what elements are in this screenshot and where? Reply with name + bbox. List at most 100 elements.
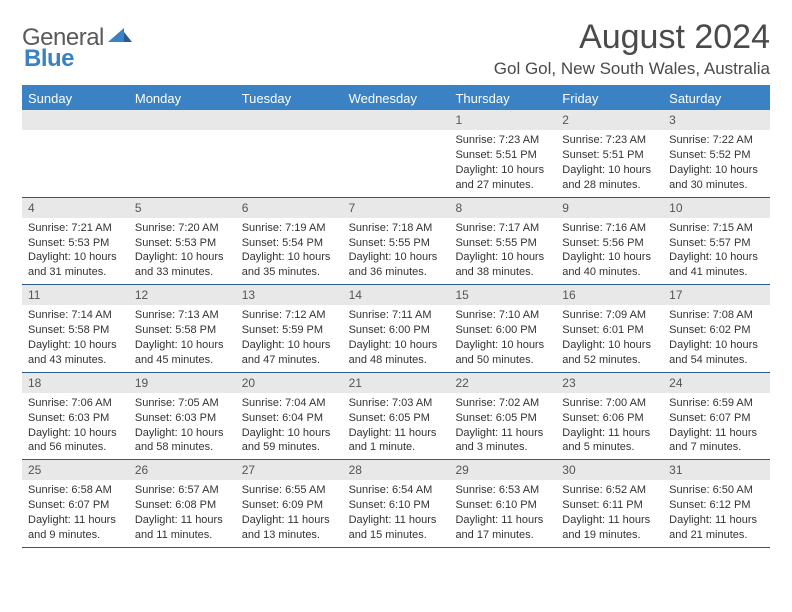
day-number: 21	[343, 373, 450, 393]
calendar-day	[236, 110, 343, 197]
calendar-day: 8Sunrise: 7:17 AMSunset: 5:55 PMDaylight…	[449, 198, 556, 285]
sunset-line: Sunset: 6:12 PM	[669, 498, 764, 513]
daylight-line: Daylight: 10 hours and 54 minutes.	[669, 338, 764, 368]
day-number: 2	[556, 110, 663, 130]
calendar-day: 12Sunrise: 7:13 AMSunset: 5:58 PMDayligh…	[129, 285, 236, 372]
calendar-day: 18Sunrise: 7:06 AMSunset: 6:03 PMDayligh…	[22, 373, 129, 460]
calendar-day: 19Sunrise: 7:05 AMSunset: 6:03 PMDayligh…	[129, 373, 236, 460]
day-header: Tuesday	[236, 87, 343, 110]
day-number	[343, 110, 450, 130]
daylight-line: Daylight: 10 hours and 41 minutes.	[669, 250, 764, 280]
day-number: 18	[22, 373, 129, 393]
daylight-line: Daylight: 10 hours and 27 minutes.	[455, 163, 550, 193]
sunrise-line: Sunrise: 7:13 AM	[135, 308, 230, 323]
day-info: Sunrise: 7:17 AMSunset: 5:55 PMDaylight:…	[449, 218, 556, 284]
sunrise-line: Sunrise: 6:55 AM	[242, 483, 337, 498]
day-header: Saturday	[663, 87, 770, 110]
daylight-line: Daylight: 11 hours and 7 minutes.	[669, 426, 764, 456]
day-info: Sunrise: 7:10 AMSunset: 6:00 PMDaylight:…	[449, 305, 556, 371]
title-block: August 2024 Gol Gol, New South Wales, Au…	[494, 18, 770, 79]
sunrise-line: Sunrise: 7:23 AM	[455, 133, 550, 148]
month-title: August 2024	[494, 18, 770, 57]
day-info: Sunrise: 6:52 AMSunset: 6:11 PMDaylight:…	[556, 480, 663, 546]
day-info: Sunrise: 7:11 AMSunset: 6:00 PMDaylight:…	[343, 305, 450, 371]
day-header: Monday	[129, 87, 236, 110]
day-header: Wednesday	[343, 87, 450, 110]
daylight-line: Daylight: 11 hours and 21 minutes.	[669, 513, 764, 543]
sunset-line: Sunset: 6:04 PM	[242, 411, 337, 426]
sunrise-line: Sunrise: 6:54 AM	[349, 483, 444, 498]
day-info: Sunrise: 7:13 AMSunset: 5:58 PMDaylight:…	[129, 305, 236, 371]
day-number: 28	[343, 460, 450, 480]
day-number: 23	[556, 373, 663, 393]
daylight-line: Daylight: 10 hours and 40 minutes.	[562, 250, 657, 280]
logo-icon	[108, 26, 134, 51]
sunset-line: Sunset: 6:05 PM	[349, 411, 444, 426]
sunset-line: Sunset: 5:53 PM	[28, 236, 123, 251]
daylight-line: Daylight: 10 hours and 45 minutes.	[135, 338, 230, 368]
sunrise-line: Sunrise: 7:02 AM	[455, 396, 550, 411]
day-number: 11	[22, 285, 129, 305]
logo-text-b: Blue	[24, 45, 74, 72]
sunrise-line: Sunrise: 7:11 AM	[349, 308, 444, 323]
day-number: 27	[236, 460, 343, 480]
day-info: Sunrise: 6:59 AMSunset: 6:07 PMDaylight:…	[663, 393, 770, 459]
day-info: Sunrise: 6:58 AMSunset: 6:07 PMDaylight:…	[22, 480, 129, 546]
sunset-line: Sunset: 6:03 PM	[135, 411, 230, 426]
daylight-line: Daylight: 10 hours and 33 minutes.	[135, 250, 230, 280]
sunset-line: Sunset: 6:09 PM	[242, 498, 337, 513]
day-info: Sunrise: 7:20 AMSunset: 5:53 PMDaylight:…	[129, 218, 236, 284]
calendar-day: 28Sunrise: 6:54 AMSunset: 6:10 PMDayligh…	[343, 460, 450, 547]
daylight-line: Daylight: 11 hours and 5 minutes.	[562, 426, 657, 456]
day-number	[129, 110, 236, 130]
daylight-line: Daylight: 10 hours and 56 minutes.	[28, 426, 123, 456]
sunrise-line: Sunrise: 7:17 AM	[455, 221, 550, 236]
daylight-line: Daylight: 10 hours and 48 minutes.	[349, 338, 444, 368]
sunrise-line: Sunrise: 7:14 AM	[28, 308, 123, 323]
sunrise-line: Sunrise: 7:15 AM	[669, 221, 764, 236]
sunset-line: Sunset: 5:59 PM	[242, 323, 337, 338]
sunrise-line: Sunrise: 7:20 AM	[135, 221, 230, 236]
calendar-day: 30Sunrise: 6:52 AMSunset: 6:11 PMDayligh…	[556, 460, 663, 547]
sunset-line: Sunset: 6:08 PM	[135, 498, 230, 513]
day-info: Sunrise: 7:22 AMSunset: 5:52 PMDaylight:…	[663, 130, 770, 196]
calendar-day	[22, 110, 129, 197]
day-number: 26	[129, 460, 236, 480]
day-info: Sunrise: 7:14 AMSunset: 5:58 PMDaylight:…	[22, 305, 129, 371]
day-info: Sunrise: 6:53 AMSunset: 6:10 PMDaylight:…	[449, 480, 556, 546]
day-info: Sunrise: 6:57 AMSunset: 6:08 PMDaylight:…	[129, 480, 236, 546]
sunrise-line: Sunrise: 6:52 AM	[562, 483, 657, 498]
daylight-line: Daylight: 11 hours and 3 minutes.	[455, 426, 550, 456]
calendar-day: 9Sunrise: 7:16 AMSunset: 5:56 PMDaylight…	[556, 198, 663, 285]
sunset-line: Sunset: 5:55 PM	[455, 236, 550, 251]
day-info: Sunrise: 7:08 AMSunset: 6:02 PMDaylight:…	[663, 305, 770, 371]
sunset-line: Sunset: 5:58 PM	[28, 323, 123, 338]
sunrise-line: Sunrise: 7:08 AM	[669, 308, 764, 323]
day-info: Sunrise: 7:23 AMSunset: 5:51 PMDaylight:…	[556, 130, 663, 196]
sunrise-line: Sunrise: 7:23 AM	[562, 133, 657, 148]
daylight-line: Daylight: 10 hours and 43 minutes.	[28, 338, 123, 368]
daylight-line: Daylight: 10 hours and 30 minutes.	[669, 163, 764, 193]
sunset-line: Sunset: 6:07 PM	[28, 498, 123, 513]
day-number: 14	[343, 285, 450, 305]
calendar-day	[343, 110, 450, 197]
calendar-day: 2Sunrise: 7:23 AMSunset: 5:51 PMDaylight…	[556, 110, 663, 197]
day-number: 24	[663, 373, 770, 393]
daylight-line: Daylight: 11 hours and 19 minutes.	[562, 513, 657, 543]
day-number: 17	[663, 285, 770, 305]
calendar-day: 16Sunrise: 7:09 AMSunset: 6:01 PMDayligh…	[556, 285, 663, 372]
day-number: 30	[556, 460, 663, 480]
sunset-line: Sunset: 6:00 PM	[455, 323, 550, 338]
day-number	[22, 110, 129, 130]
day-info: Sunrise: 7:06 AMSunset: 6:03 PMDaylight:…	[22, 393, 129, 459]
daylight-line: Daylight: 11 hours and 17 minutes.	[455, 513, 550, 543]
calendar-day: 3Sunrise: 7:22 AMSunset: 5:52 PMDaylight…	[663, 110, 770, 197]
sunrise-line: Sunrise: 7:22 AM	[669, 133, 764, 148]
sunset-line: Sunset: 5:54 PM	[242, 236, 337, 251]
calendar-day: 23Sunrise: 7:00 AMSunset: 6:06 PMDayligh…	[556, 373, 663, 460]
sunrise-line: Sunrise: 7:03 AM	[349, 396, 444, 411]
day-number: 25	[22, 460, 129, 480]
calendar-day: 27Sunrise: 6:55 AMSunset: 6:09 PMDayligh…	[236, 460, 343, 547]
daylight-line: Daylight: 10 hours and 50 minutes.	[455, 338, 550, 368]
sunset-line: Sunset: 5:58 PM	[135, 323, 230, 338]
